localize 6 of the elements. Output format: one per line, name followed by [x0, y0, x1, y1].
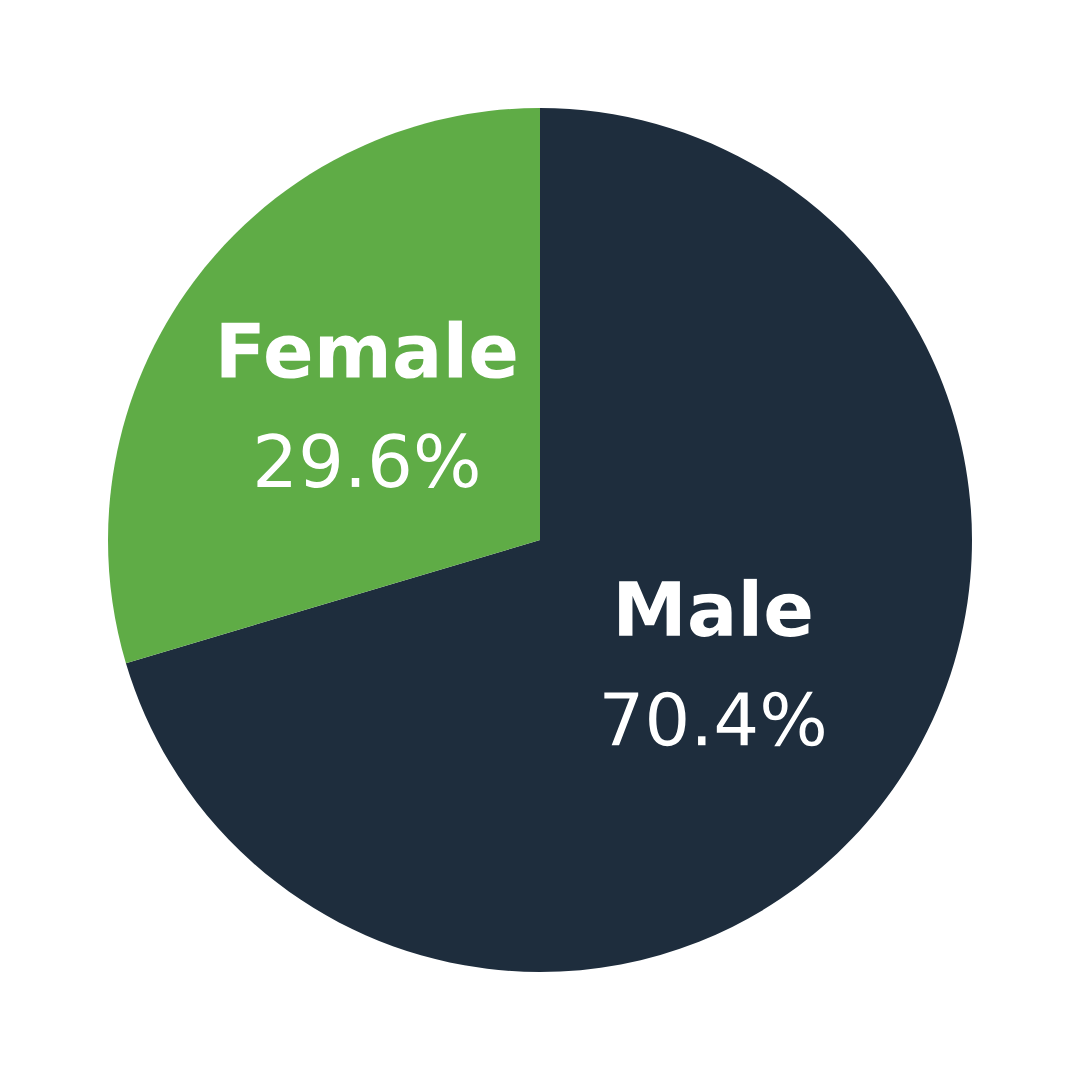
pie-slice: [125, 108, 972, 972]
slice-label: Male: [619, 578, 811, 637]
data-label: 29.6%: [257, 433, 478, 488]
data-label: 70.4%: [604, 691, 824, 747]
slice-label: Female: [221, 320, 516, 379]
pie-slice: [108, 108, 540, 664]
